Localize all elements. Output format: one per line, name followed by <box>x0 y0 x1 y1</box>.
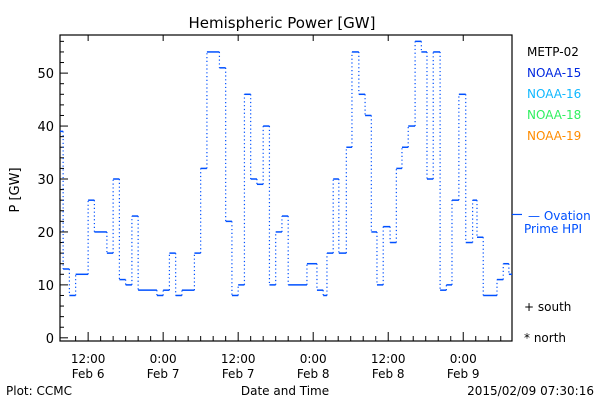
y-tick-label: 50 <box>37 67 54 82</box>
x-tick-date: Feb 7 <box>222 367 255 381</box>
x-tick-time: 0:00 <box>150 352 177 366</box>
y-tick-label: 20 <box>37 226 54 241</box>
chart-title: Hemispheric Power [GW] <box>189 14 376 32</box>
x-tick-time: 12:00 <box>221 352 256 366</box>
legend-entry: NOAA-19 <box>527 129 581 143</box>
y-tick-label: 0 <box>46 332 54 347</box>
y-tick-label: 30 <box>37 173 54 188</box>
ovation-label-line2: Prime HPI <box>524 222 582 236</box>
legend-entry: NOAA-18 <box>527 108 581 122</box>
footer-left: Plot: CCMC <box>6 384 72 398</box>
y-axis-label: P [GW] <box>8 167 23 212</box>
plot-frame <box>59 34 513 342</box>
x-tick-date: Feb 7 <box>147 367 180 381</box>
x-tick-date: Feb 8 <box>297 367 330 381</box>
legend-entry: NOAA-16 <box>527 87 581 101</box>
footer-right: 2015/02/09 07:30:16 <box>467 384 594 398</box>
ovation-label-line1: — Ovation <box>528 209 591 223</box>
y-tick-label: 10 <box>37 279 54 294</box>
x-tick-date: Feb 8 <box>372 367 405 381</box>
x-tick-time: 12:00 <box>71 352 106 366</box>
north-marker-label: * north <box>524 331 566 345</box>
y-axis: 0 10 20 30 40 50 <box>37 40 68 347</box>
y-tick-label: 40 <box>37 120 54 135</box>
x-tick-time: 12:00 <box>371 352 406 366</box>
x-tick-time: 0:00 <box>450 352 477 366</box>
x-tick-date: Feb 9 <box>447 367 480 381</box>
x-tick-time: 0:00 <box>300 352 327 366</box>
series-layer <box>60 40 512 297</box>
legend-entry: METP-02 <box>527 45 579 59</box>
south-marker-label: + south <box>524 300 571 314</box>
legend: METP-02 NOAA-15 NOAA-16 NOAA-18 NOAA-19 <box>527 45 581 143</box>
x-axis-label: Date and Time <box>241 384 329 398</box>
x-tick-date: Feb 6 <box>72 367 105 381</box>
legend-entry: NOAA-15 <box>527 66 581 80</box>
